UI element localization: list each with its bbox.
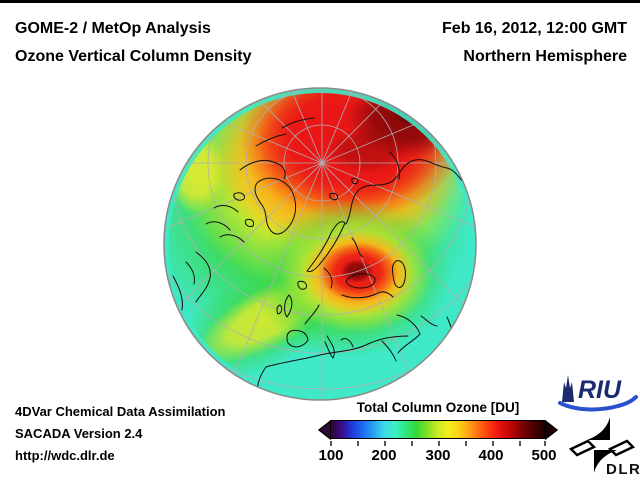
riu-logo-text: RIU [578, 376, 622, 404]
colorbar-tick-label: 400 [478, 447, 504, 464]
ozone-field [164, 88, 476, 400]
header-right: Feb 16, 2012, 12:00 GMT Northern Hemisph… [442, 15, 627, 71]
header-left: GOME-2 / MetOp Analysis Ozone Vertical C… [15, 15, 252, 71]
colorbar-tick-label: 300 [425, 447, 451, 464]
colorbar: 100 200 300 400 500 [318, 420, 558, 468]
colorbar-tick [465, 441, 467, 446]
colorbar-left-arrow-icon [318, 420, 331, 440]
header-program-title: GOME-2 / MetOp Analysis [15, 20, 211, 37]
colorbar-gradient-bar [330, 420, 545, 439]
colorbar-tick-label: 200 [371, 447, 397, 464]
header-product-title: Ozone Vertical Column Density [15, 48, 252, 65]
version-label: SACADA Version 2.4 [15, 426, 143, 441]
colorbar-right-arrow-icon [545, 420, 558, 440]
colorbar-tick [544, 441, 546, 446]
colorbar-tick [330, 441, 332, 446]
colorbar-tick-label: 100 [318, 447, 344, 464]
globe-outline [163, 87, 477, 401]
colorbar-tick [411, 441, 413, 446]
riu-cathedral-icon [562, 375, 574, 402]
data-center-url: http://wdc.dlr.de [15, 448, 115, 463]
dlr-logo: DLR [568, 417, 640, 478]
colorbar-tick [492, 441, 494, 446]
dlr-star-icon [568, 417, 636, 473]
colorbar-title: Total Column Ozone [DU] [356, 400, 520, 415]
colorbar-tick [519, 441, 521, 446]
top-border-bar [0, 0, 640, 3]
footer-credits: 4DVar Chemical Data Assimilation SACADA … [15, 401, 226, 467]
assimilation-label: 4DVar Chemical Data Assimilation [15, 404, 226, 419]
riu-swoosh-icon [558, 395, 638, 412]
graticule [164, 88, 476, 400]
dlr-logo-text: DLR [606, 461, 640, 478]
header-region: Northern Hemisphere [463, 48, 627, 65]
colorbar-tick [384, 441, 386, 446]
colorbar-tick [357, 441, 359, 446]
colorbar-tick-label: 500 [531, 447, 557, 464]
header-datetime: Feb 16, 2012, 12:00 GMT [442, 20, 627, 37]
riu-logo: RIU [558, 375, 638, 412]
colorbar-tick [438, 441, 440, 446]
